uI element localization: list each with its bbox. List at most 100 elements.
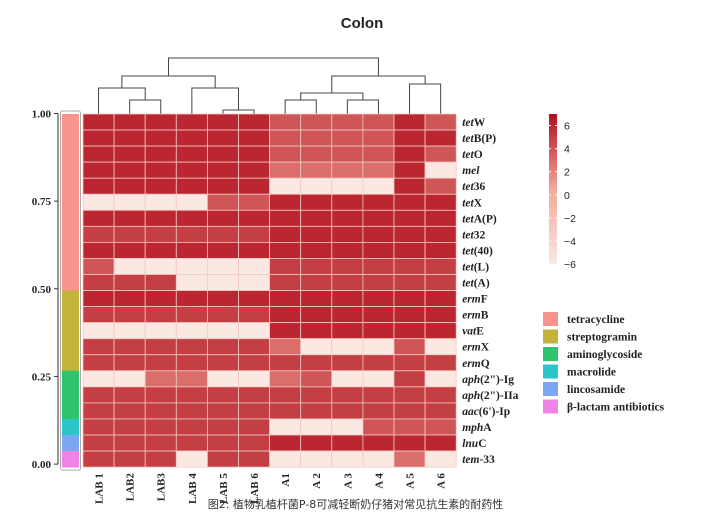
row-labels: tetW tetB(P) tetO mel tet36 tetX tetA(P) tet32 t… [462, 117, 518, 466]
category-segment [62, 402, 79, 420]
heatmap-cell [82, 386, 115, 404]
heatmap-cell [269, 354, 302, 372]
heatmap-cell [269, 209, 302, 227]
axis-tick-label: 0.00 [32, 459, 52, 471]
column-label: A 3 [342, 473, 354, 489]
heatmap-cell [393, 274, 426, 291]
heatmap-cell [424, 241, 457, 259]
heatmap-cell [424, 225, 457, 243]
heatmap-cell [238, 209, 271, 227]
heatmap-cell [175, 322, 208, 340]
heatmap-cell [393, 290, 426, 307]
heatmap-cell [206, 322, 239, 340]
heatmap-cell [113, 354, 146, 372]
heatmap-cell [113, 402, 146, 420]
row-label: ermX [462, 342, 490, 354]
heatmap-cell [144, 193, 177, 211]
heatmap-cell [175, 434, 208, 452]
heatmap-cell [206, 145, 239, 163]
heatmap-cell [238, 306, 271, 324]
heatmap-cell [393, 386, 426, 404]
heatmap-cell [144, 434, 177, 452]
heatmap-cell [144, 113, 177, 131]
heatmap-cell [362, 306, 395, 324]
column-label: A 5 [405, 473, 417, 489]
heatmap-cell [238, 322, 271, 340]
heatmap-cell [331, 258, 364, 275]
heatmap-cell [300, 113, 333, 131]
heatmap-cell [393, 209, 426, 227]
heatmap-cell [362, 225, 395, 243]
heatmap-cell [331, 306, 364, 324]
heatmap-cell [175, 306, 208, 324]
heatmap-cell [362, 402, 395, 420]
heatmap-cell [300, 354, 333, 372]
heatmap-cell [175, 241, 208, 259]
heatmap-cell [206, 113, 239, 131]
heatmap-cell [144, 161, 177, 179]
heatmap-cell [362, 258, 395, 275]
heatmap-cell [424, 258, 457, 275]
category-annotation-bar [60, 110, 81, 471]
heatmap-cell [144, 290, 177, 307]
heatmap-cell [238, 177, 271, 195]
heatmap-cell [144, 338, 177, 356]
legend-label: streptogramin [567, 332, 638, 344]
heatmap-cell [362, 386, 395, 404]
legend-swatch [543, 364, 558, 379]
heatmap-cell [238, 258, 271, 275]
heatmap-cell [113, 209, 146, 227]
heatmap-cell [424, 193, 457, 211]
heatmap-cell [362, 209, 395, 227]
heatmap-cell [300, 386, 333, 404]
legend-swatch [543, 399, 558, 414]
heatmap-cell [393, 450, 426, 468]
heatmap-cell [424, 290, 457, 307]
heatmap-cell [269, 338, 302, 356]
left-axis: 1.00 0.75 0.50 0.25 0.00 [32, 109, 59, 471]
legend-swatch [543, 347, 558, 361]
heatmap-cell [300, 193, 333, 211]
heatmap-cell [362, 274, 395, 291]
heatmap-cell [331, 241, 364, 259]
heatmap-cell [144, 145, 177, 163]
heatmap-cell [206, 177, 239, 195]
heatmap-cell [300, 290, 333, 307]
heatmap-cell [144, 322, 177, 340]
axis-tick-label: 0.75 [32, 196, 52, 208]
column-label: LAB 4 [187, 473, 199, 504]
heatmap-cell [331, 354, 364, 372]
heatmap-cell [206, 241, 239, 259]
heatmap-cell [424, 306, 457, 324]
heatmap-cell [300, 274, 333, 291]
heatmap-cell [206, 338, 239, 356]
heatmap-cell [82, 193, 115, 211]
category-segment [62, 146, 79, 163]
legend-swatch [543, 382, 558, 396]
dendrogram-link [222, 109, 255, 114]
legend-label: tetracycline [567, 314, 624, 326]
heatmap-cell [393, 434, 426, 452]
heatmap-cell [175, 209, 208, 227]
row-label: vatE [462, 326, 484, 338]
heatmap-cell [206, 306, 239, 324]
heatmap-cell [206, 354, 239, 372]
category-segment [62, 435, 79, 452]
row-label: tetW [462, 117, 486, 129]
heatmap-cell [269, 177, 302, 195]
column-label: LAB3 [156, 473, 168, 502]
color-scale-tick-label: 0 [564, 190, 570, 202]
heatmap-cell [113, 434, 146, 452]
axis-tick-label: 0.25 [32, 371, 52, 383]
heatmap-cell [331, 225, 364, 243]
heatmap-cell [175, 177, 208, 195]
heatmap-cell [269, 386, 302, 404]
heatmap-cell [238, 338, 271, 356]
color-scale-tick-label: 6 [564, 121, 570, 133]
heatmap-cell [238, 225, 271, 243]
dendrogram-link [129, 99, 162, 114]
category-segment [62, 274, 79, 291]
row-label: tetO [462, 149, 483, 161]
heatmap-cell [424, 322, 457, 340]
color-scale-tick-label: −2 [564, 213, 576, 225]
